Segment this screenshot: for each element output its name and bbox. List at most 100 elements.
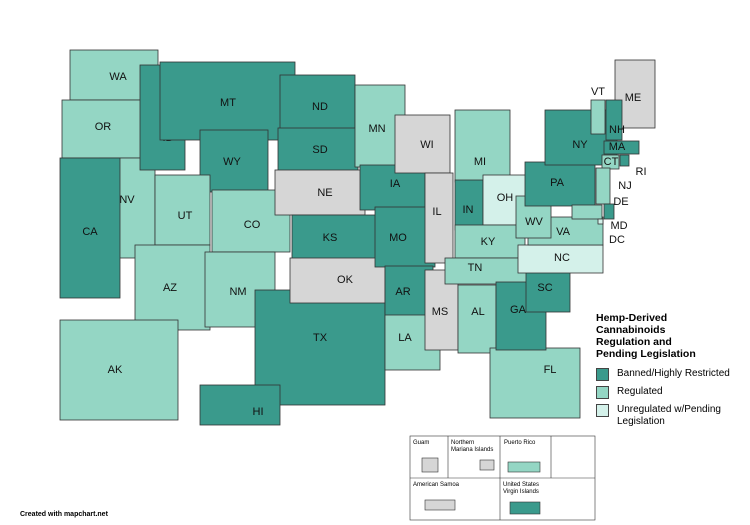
state-label: IN	[463, 204, 474, 216]
state: FL	[489, 347, 581, 419]
territory-shape	[509, 501, 541, 515]
state: NH	[605, 99, 625, 141]
state: SD	[277, 127, 359, 177]
territory-label: Guam	[413, 440, 430, 446]
state-shape	[154, 174, 211, 246]
state: SC	[525, 271, 571, 313]
state-label: IA	[390, 178, 401, 190]
state-label: NE	[317, 187, 332, 199]
state-shape	[454, 224, 526, 259]
state-label: UT	[178, 210, 193, 222]
state-label: CO	[244, 219, 261, 231]
state: IA	[359, 164, 426, 211]
state-label: VT	[591, 86, 605, 98]
state-label: WY	[223, 156, 241, 168]
state-shape	[597, 218, 604, 225]
state: NC	[517, 244, 604, 274]
state-label: MO	[389, 232, 407, 244]
state-label: KS	[323, 232, 338, 244]
state: OK	[289, 257, 386, 304]
state-label: FL	[544, 364, 557, 376]
state-shape	[605, 99, 623, 141]
legend-swatch	[596, 386, 609, 399]
state-shape	[495, 281, 547, 351]
state-label: HI	[253, 406, 264, 418]
state-shape	[517, 244, 604, 274]
state-label: NY	[572, 139, 588, 151]
state-shape	[279, 74, 356, 131]
state-label: PA	[550, 177, 565, 189]
legend-item: Unregulated w/Pending Legislation	[596, 404, 746, 428]
credit: Created with mapchart.net	[20, 511, 108, 518]
state-shape	[454, 109, 511, 183]
state-label: IL	[432, 206, 441, 218]
state-shape	[59, 319, 179, 421]
state: WY	[199, 129, 269, 193]
legend-item: Banned/Highly Restricted	[596, 368, 746, 381]
state-shape	[199, 129, 269, 193]
state-label: OH	[497, 192, 514, 204]
state-label: CA	[82, 226, 98, 238]
state: KY	[454, 224, 526, 259]
state-shape	[619, 154, 630, 167]
state: AK	[59, 319, 179, 421]
territory-label: United States Virgin Islands	[503, 482, 540, 495]
state: CT	[601, 154, 620, 170]
state-shape	[199, 384, 281, 426]
legend-label: Regulated	[617, 386, 663, 397]
state: IN	[454, 179, 484, 231]
state-label: MN	[368, 123, 385, 135]
legend-swatch	[596, 368, 609, 381]
state-label: RI	[636, 166, 647, 178]
state-label: TX	[313, 332, 328, 344]
state: RI	[619, 154, 647, 178]
state: AZ	[134, 244, 211, 331]
state: DC	[597, 218, 625, 246]
state-label: OR	[95, 121, 112, 133]
state-shape	[289, 257, 386, 304]
state: ND	[279, 74, 356, 131]
state-shape	[444, 257, 531, 285]
state-label: AL	[471, 306, 484, 318]
state-label: KY	[481, 236, 496, 248]
state-label: DE	[613, 196, 628, 208]
state-label: WV	[525, 216, 543, 228]
legend-item: Regulated	[596, 386, 746, 399]
state-shape	[524, 161, 596, 207]
state-label: AR	[395, 286, 410, 298]
state-label: NH	[609, 124, 625, 136]
state-label: WA	[109, 71, 127, 83]
state-shape	[603, 203, 615, 220]
state: NJ	[595, 167, 632, 205]
state: HI	[199, 384, 281, 426]
state-label: LA	[398, 332, 412, 344]
legend: Hemp-Derived Cannabinoids Regulation and…	[596, 312, 746, 433]
state-label: NC	[554, 252, 570, 264]
state-shape	[590, 99, 606, 135]
state-label: MS	[432, 306, 449, 318]
legend-swatch	[596, 404, 609, 417]
state-label: MA	[609, 141, 626, 153]
territory-label: Puerto Rico	[504, 440, 536, 446]
legend-label: Unregulated w/Pending Legislation	[617, 404, 721, 427]
state: MA	[603, 140, 640, 155]
state: MT	[159, 61, 296, 141]
state-label: DC	[609, 234, 625, 246]
state-shape	[595, 167, 611, 205]
legend-label: Banned/Highly Restricted	[617, 368, 730, 379]
state-shape	[291, 214, 378, 261]
state-shape	[457, 284, 497, 354]
state-shape	[424, 172, 454, 264]
state: VT	[590, 86, 606, 135]
state: UT	[154, 174, 211, 246]
territory-label: American Samoa	[413, 482, 460, 488]
state-label: WI	[420, 139, 433, 151]
state-shape	[59, 157, 121, 299]
state-label: ND	[312, 101, 328, 113]
state: NE	[274, 169, 366, 216]
territory-shape	[507, 461, 541, 473]
state-shape	[394, 114, 451, 174]
state: MD	[571, 204, 628, 232]
